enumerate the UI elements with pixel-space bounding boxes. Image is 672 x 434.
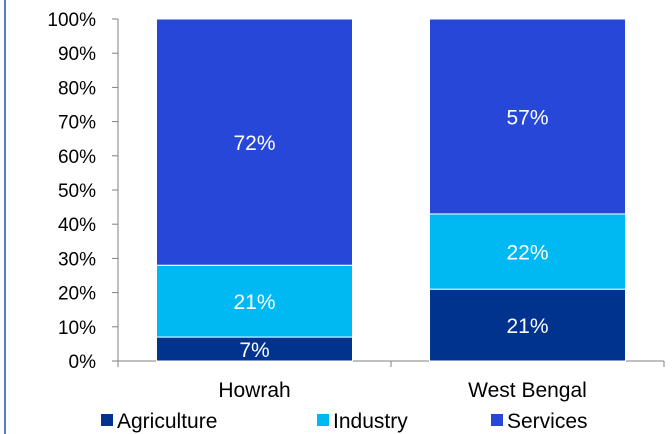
y-tick-label: 0% xyxy=(69,352,97,373)
y-tick-label: 100% xyxy=(47,10,96,31)
data-label: 57% xyxy=(506,106,548,129)
legend-label: Industry xyxy=(333,410,408,433)
y-tick-label: 10% xyxy=(58,318,96,339)
bar-segment-industry xyxy=(429,213,626,290)
bar-segment-industry xyxy=(156,264,353,338)
legend-swatch xyxy=(317,414,329,426)
data-label: 72% xyxy=(233,132,275,155)
y-tick-label: 60% xyxy=(58,147,96,168)
data-label: 22% xyxy=(506,242,548,265)
data-label: 21% xyxy=(233,291,275,314)
data-label: 21% xyxy=(506,315,548,338)
legend-swatch xyxy=(101,414,113,426)
y-tick-label: 50% xyxy=(58,181,96,202)
y-tick-label: 40% xyxy=(58,215,96,236)
bar-segment-services xyxy=(429,18,626,215)
y-tick-label: 20% xyxy=(58,284,96,305)
x-category-label: West Bengal xyxy=(468,379,587,402)
y-tick-label: 90% xyxy=(58,44,96,65)
legend-label: Agriculture xyxy=(117,410,217,433)
y-tick-label: 30% xyxy=(58,249,96,270)
data-label: 7% xyxy=(239,339,269,362)
y-tick-label: 80% xyxy=(58,78,96,99)
x-category-label: Howrah xyxy=(218,379,290,402)
legend-label: Services xyxy=(507,410,588,433)
bar-segment-services xyxy=(156,18,353,266)
legend-swatch xyxy=(491,414,503,426)
y-tick-label: 70% xyxy=(58,113,96,134)
bar-segment-agriculture xyxy=(429,288,626,362)
